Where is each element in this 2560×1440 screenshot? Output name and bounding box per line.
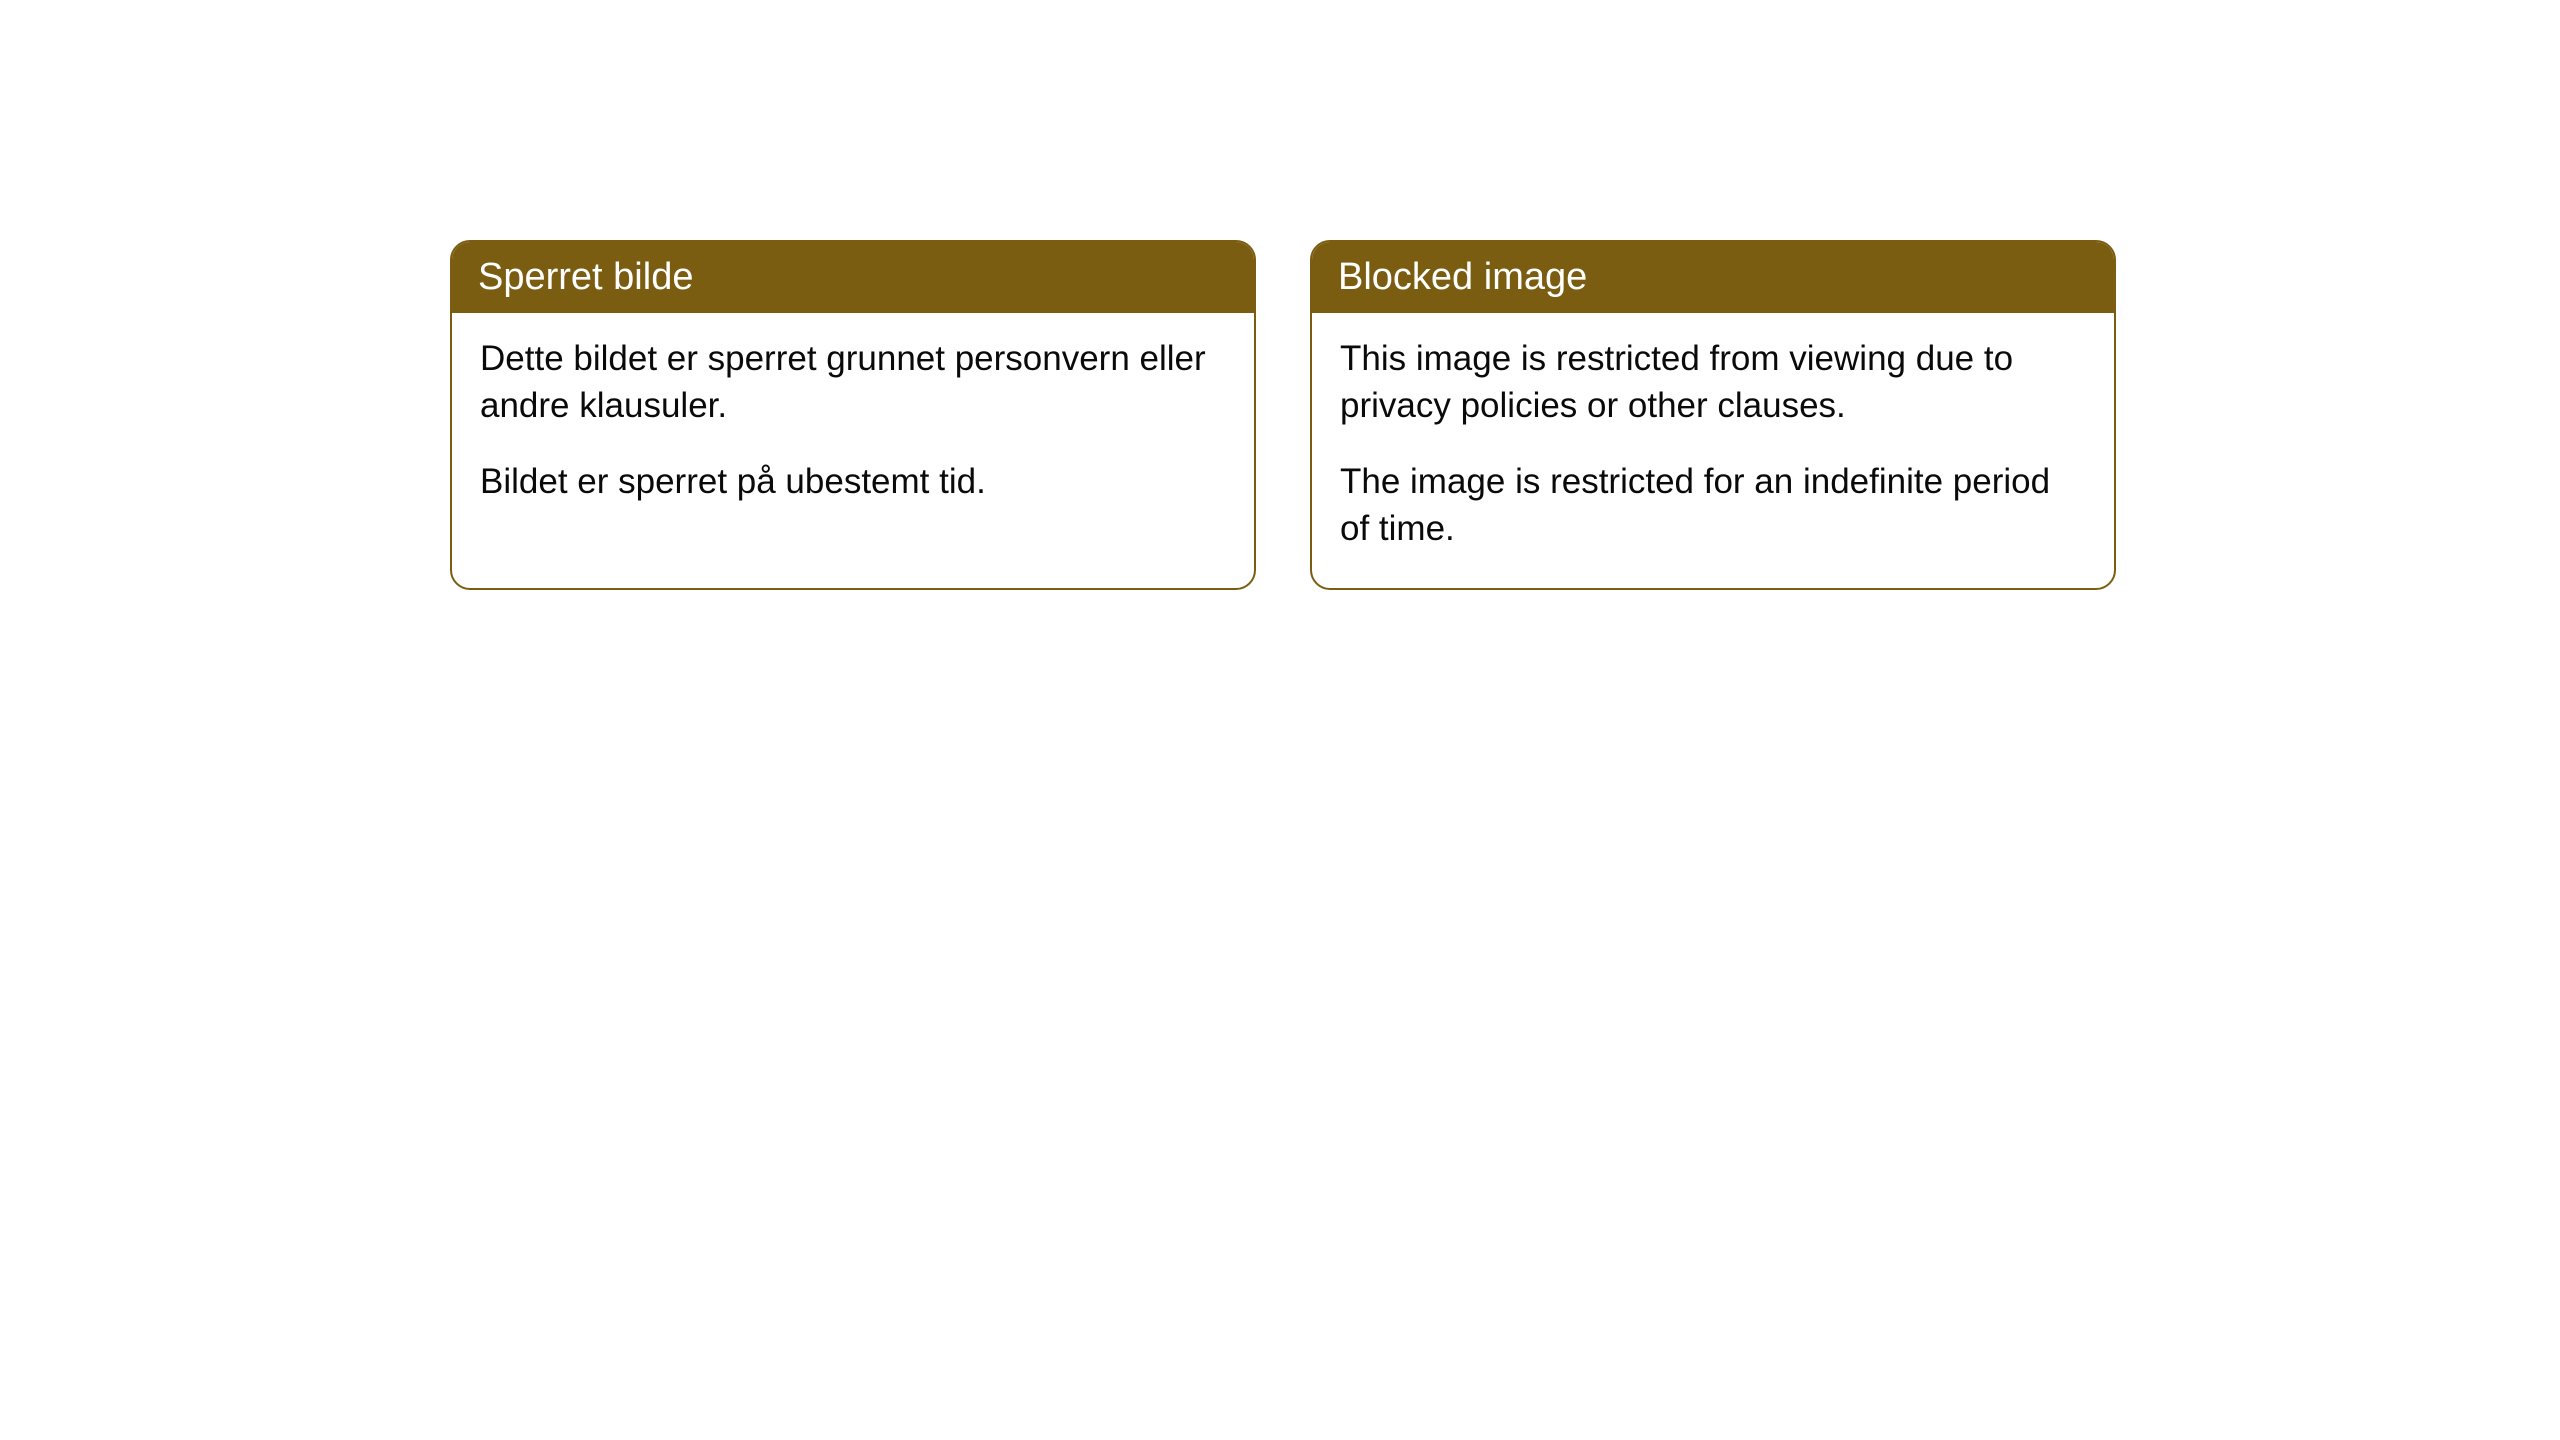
card-paragraph-1: This image is restricted from viewing du… bbox=[1340, 335, 2086, 430]
card-english: Blocked image This image is restricted f… bbox=[1310, 240, 2116, 590]
card-header-english: Blocked image bbox=[1312, 242, 2114, 313]
card-body-english: This image is restricted from viewing du… bbox=[1312, 313, 2114, 588]
card-header-norwegian: Sperret bilde bbox=[452, 242, 1254, 313]
card-body-norwegian: Dette bildet er sperret grunnet personve… bbox=[452, 313, 1254, 541]
card-paragraph-2: The image is restricted for an indefinit… bbox=[1340, 458, 2086, 553]
card-paragraph-1: Dette bildet er sperret grunnet personve… bbox=[480, 335, 1226, 430]
cards-container: Sperret bilde Dette bildet er sperret gr… bbox=[450, 240, 2116, 590]
card-norwegian: Sperret bilde Dette bildet er sperret gr… bbox=[450, 240, 1256, 590]
card-paragraph-2: Bildet er sperret på ubestemt tid. bbox=[480, 458, 1226, 505]
